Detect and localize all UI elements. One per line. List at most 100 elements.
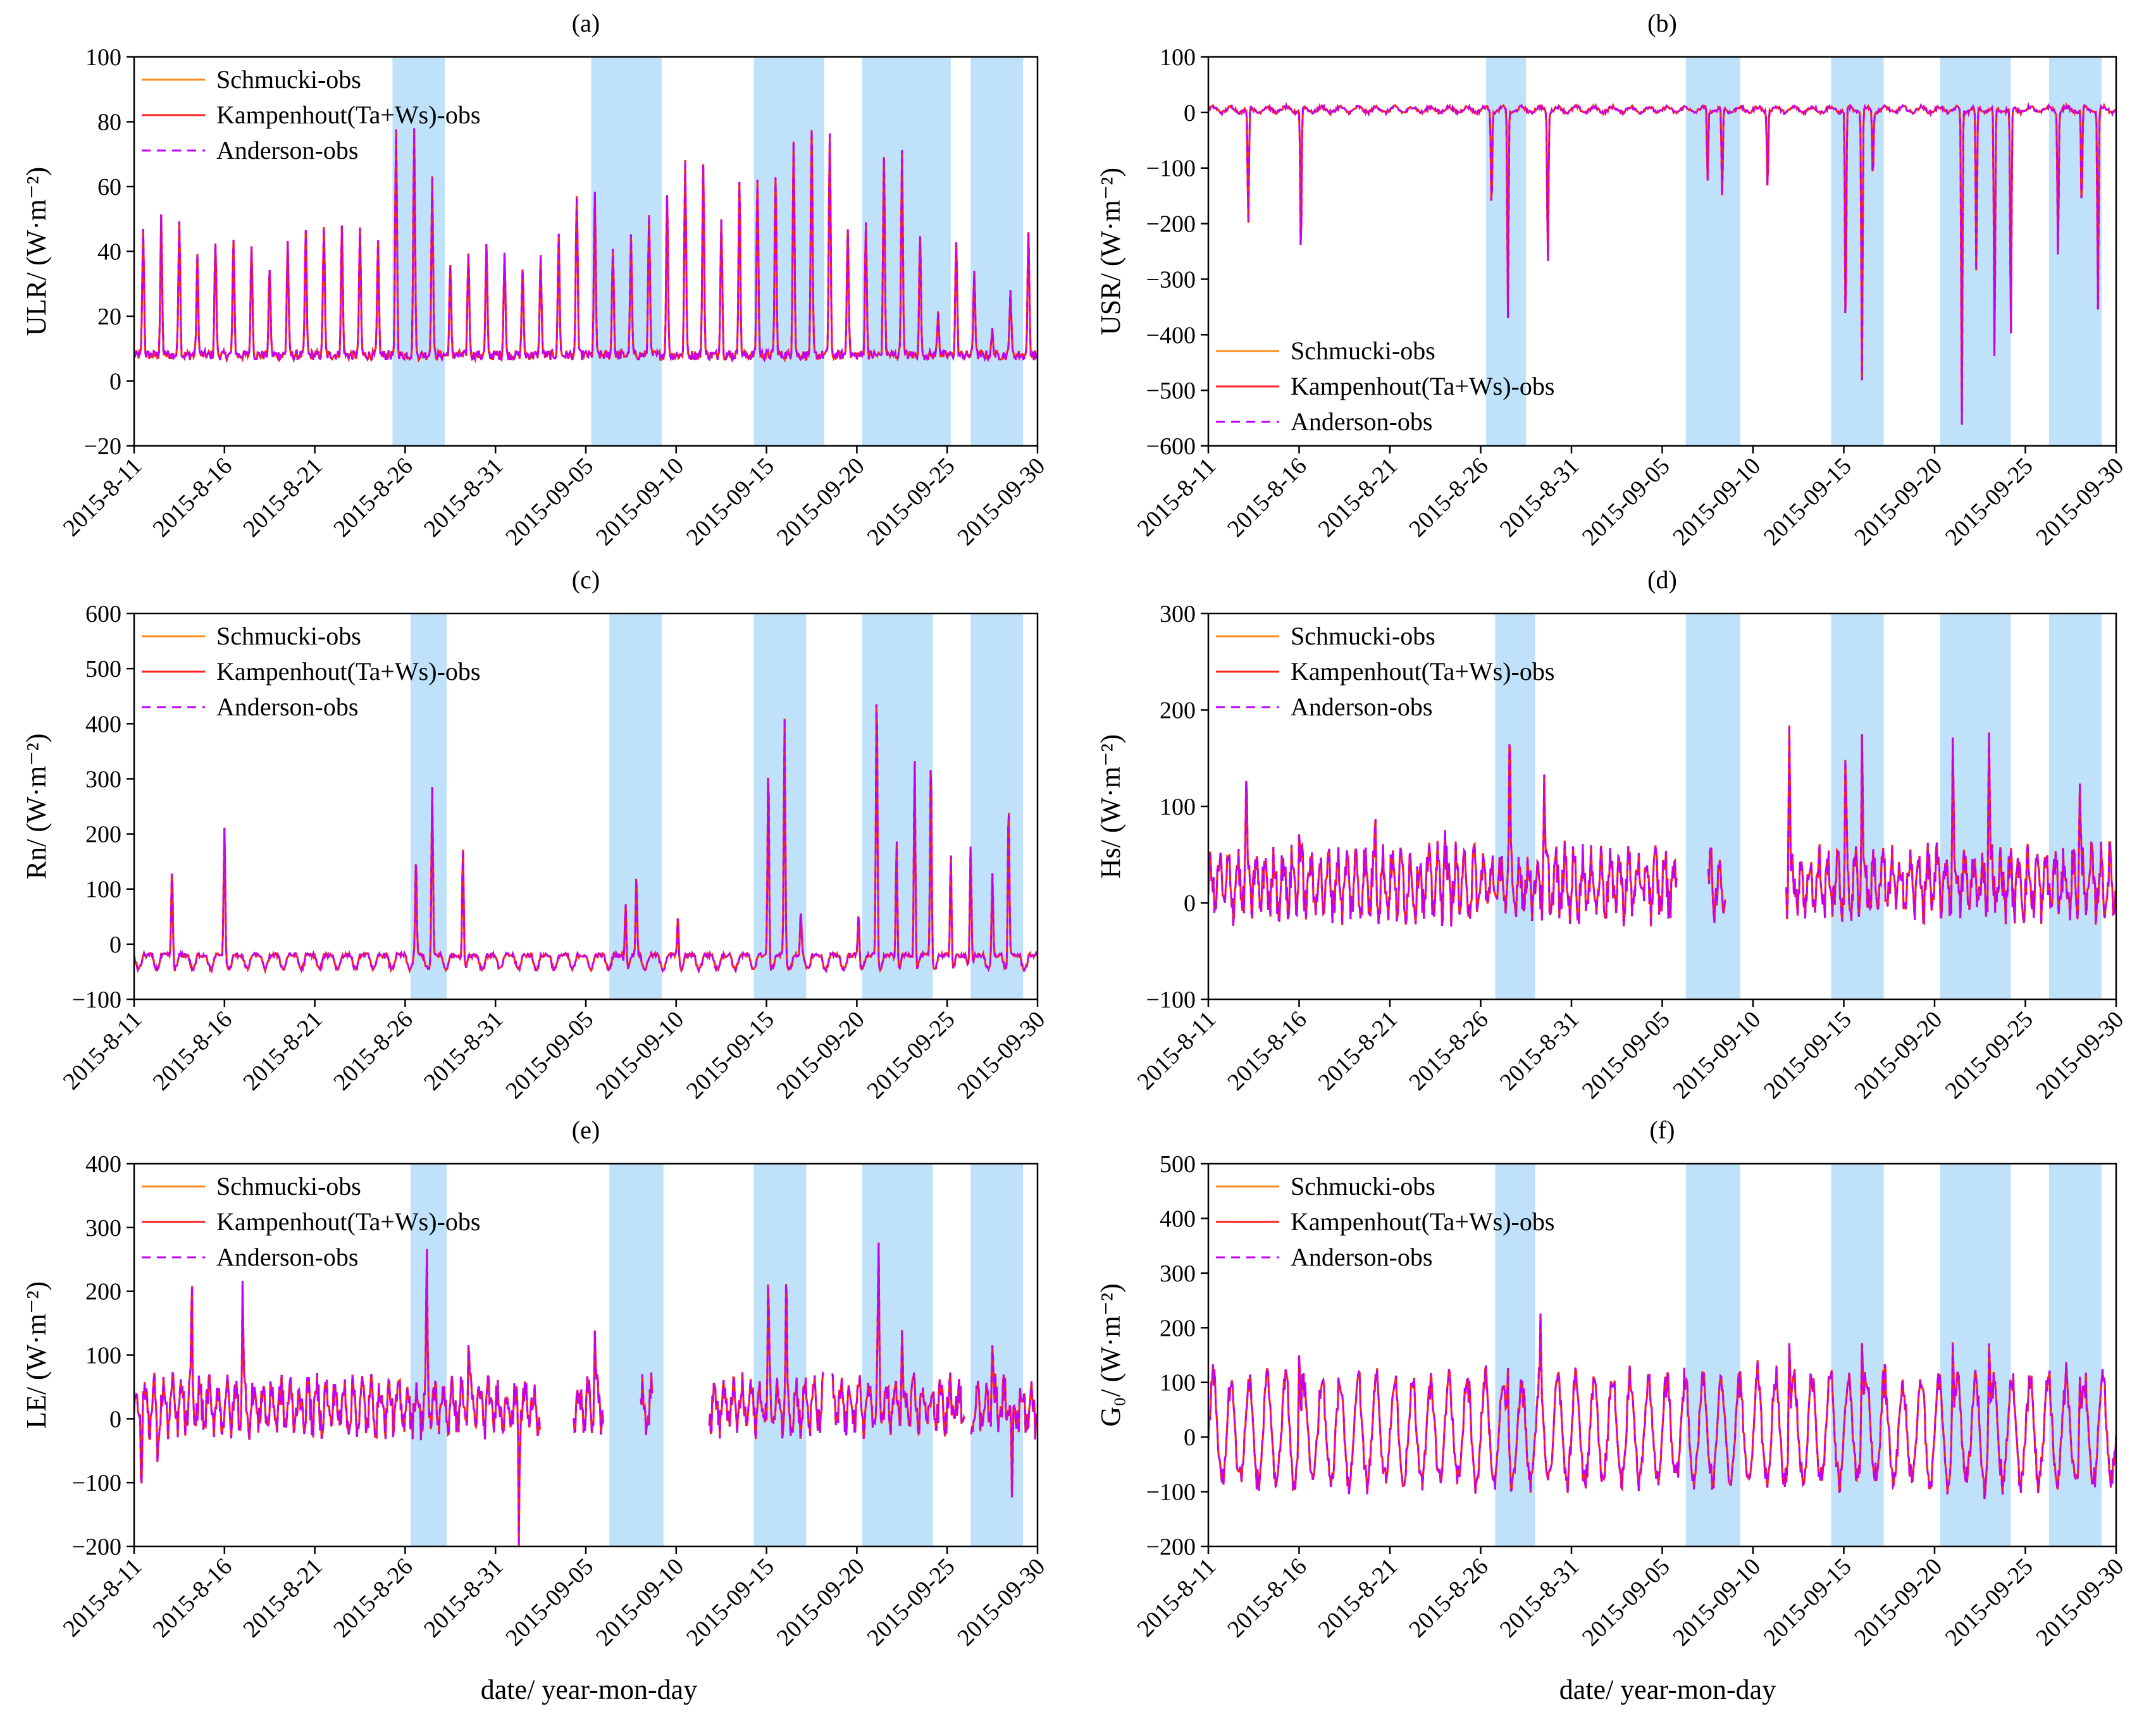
shaded-period-3 [1940, 1164, 2011, 1546]
y-tick-label: 100 [85, 1343, 121, 1369]
x-tick-label: 2015-8-31 [1495, 1553, 1585, 1643]
shaded-period-3 [862, 1164, 933, 1546]
y-tick-label: 400 [85, 711, 121, 737]
shaded-period-2 [1831, 613, 1884, 999]
y-axis-title: LE/ (W·m⁻²) [21, 1281, 52, 1429]
y-tick-label: −100 [1146, 1479, 1196, 1506]
legend-label-kampenhout: Kampenhout(Ta+Ws)-obs [216, 101, 480, 129]
y-tick-label: −100 [72, 987, 121, 1013]
panel-label: (b) [1647, 9, 1677, 37]
y-tick-label: 400 [1160, 1205, 1196, 1232]
shaded-period-2 [1831, 57, 1884, 446]
y-tick-label: 0 [109, 369, 121, 395]
x-tick-label: 2015-8-11 [1132, 453, 1222, 542]
x-tick-label: 2015-09-20 [772, 1553, 870, 1651]
panel-label: (c) [572, 565, 600, 594]
x-tick-label: 2015-8-31 [419, 1006, 509, 1096]
shaded-period-4 [970, 613, 1024, 999]
y-tick-label: 300 [85, 1215, 121, 1242]
y-tick-label: 200 [85, 822, 121, 848]
x-tick-label: 2015-8-16 [1222, 453, 1312, 543]
x-tick-label: 2015-09-30 [2031, 1006, 2129, 1104]
panel-rn: −100 0 100 200 300 400 500 600 2015-8-11 2015-8-1… [21, 565, 1050, 1104]
shaded-period-4 [970, 57, 1024, 446]
panel-label: (e) [572, 1116, 600, 1144]
x-tick-label: 2015-09-05 [500, 1553, 598, 1651]
x-tick-label: 2015-8-21 [238, 453, 328, 543]
x-tick-label: 2015-09-20 [1849, 1006, 1947, 1104]
series-anderson-line [134, 128, 1038, 364]
series-group [134, 704, 1038, 975]
legend-label-anderson: Anderson-obs [216, 136, 358, 164]
y-tick-label: 600 [85, 601, 121, 627]
y-tick-label: −20 [84, 433, 121, 460]
legend-label-kampenhout: Kampenhout(Ta+Ws)-obs [1291, 657, 1554, 686]
series-group [1208, 725, 2116, 927]
x-tick-label: 2015-09-15 [681, 1006, 779, 1104]
x-tick-label: 2015-8-21 [1313, 1553, 1403, 1643]
shaded-period-0 [1495, 1164, 1535, 1546]
y-tick-label: 60 [97, 174, 121, 200]
legend-label-anderson: Anderson-obs [1291, 1243, 1432, 1271]
x-tick-label: 2015-8-31 [419, 1553, 509, 1643]
y-tick-label: 80 [97, 109, 121, 136]
legend: Schmucki-obs Kampenhout(Ta+Ws)-obs Anderso… [142, 1172, 480, 1271]
series-anderson-line [1208, 1313, 2116, 1500]
legend-label-kampenhout: Kampenhout(Ta+Ws)-obs [1291, 372, 1554, 400]
y-tick-label: 100 [85, 44, 121, 71]
series-group [134, 128, 1038, 364]
series-anderson-line [1208, 102, 2116, 425]
x-tick-label: 2015-8-26 [1404, 1553, 1494, 1643]
x-tick-label: 2015-09-30 [2031, 453, 2129, 551]
x-tick-label: 2015-8-16 [1222, 1553, 1312, 1643]
legend-label-kampenhout: Kampenhout(Ta+Ws)-obs [216, 1207, 480, 1236]
y-tick-label: 0 [1184, 1424, 1196, 1451]
shaded-period-2 [753, 1164, 807, 1546]
y-tick-label: 20 [97, 304, 121, 330]
x-tick-label: 2015-8-11 [1132, 1006, 1222, 1095]
x-tick-label: 2015-09-05 [1577, 1006, 1675, 1104]
shaded-period-3 [862, 57, 951, 446]
shaded-period-2 [753, 613, 807, 999]
legend: Schmucki-obs Kampenhout(Ta+Ws)-obs Anderso… [142, 65, 480, 164]
legend-label-schmucki: Schmucki-obs [1291, 622, 1435, 650]
x-tick-label: 2015-09-15 [1759, 1006, 1857, 1104]
panel-label: (d) [1647, 565, 1677, 594]
x-axis-title-right: date/ year-mon-day [1559, 1674, 1776, 1705]
legend-label-kampenhout: Kampenhout(Ta+Ws)-obs [216, 657, 480, 686]
series-group [1208, 1313, 2116, 1500]
y-tick-label: −100 [72, 1470, 121, 1496]
x-tick-label: 2015-09-10 [591, 453, 689, 551]
x-tick-label: 2015-09-05 [500, 1006, 598, 1104]
x-axis-title-left: date/ year-mon-day [481, 1674, 697, 1705]
x-tick-label: 2015-8-26 [328, 453, 418, 543]
y-tick-label: 0 [1184, 891, 1196, 917]
y-tick-label: 200 [1160, 1315, 1196, 1341]
x-tick-label: 2015-8-21 [1313, 1006, 1403, 1096]
x-tick-label: 2015-09-10 [1668, 453, 1766, 551]
x-tick-label: 2015-09-20 [1849, 453, 1947, 551]
legend: Schmucki-obs Kampenhout(Ta+Ws)-obs Anderso… [1216, 336, 1554, 436]
shaded-period-4 [970, 1164, 1024, 1546]
y-tick-label: 100 [85, 877, 121, 903]
x-tick-label: 2015-8-21 [238, 1006, 328, 1096]
y-tick-label: 0 [1184, 100, 1196, 126]
x-tick-label: 2015-09-15 [1759, 1553, 1857, 1651]
y-axis-title: G₀/ (W·m⁻²) [1095, 1283, 1126, 1426]
series-anderson-line [134, 704, 1038, 975]
legend-label-schmucki: Schmucki-obs [1291, 336, 1435, 365]
series-anderson-line [134, 1242, 1038, 1546]
legend-label-schmucki: Schmucki-obs [216, 1172, 361, 1200]
legend-label-anderson: Anderson-obs [1291, 693, 1432, 721]
x-tick-label: 2015-8-26 [1404, 453, 1494, 543]
y-tick-label: 500 [1160, 1151, 1196, 1178]
x-tick-label: 2015-09-30 [952, 1006, 1050, 1104]
y-tick-label: 300 [1160, 1261, 1196, 1287]
x-tick-label: 2015-09-25 [862, 1006, 960, 1104]
x-tick-label: 2015-09-05 [1577, 453, 1675, 551]
